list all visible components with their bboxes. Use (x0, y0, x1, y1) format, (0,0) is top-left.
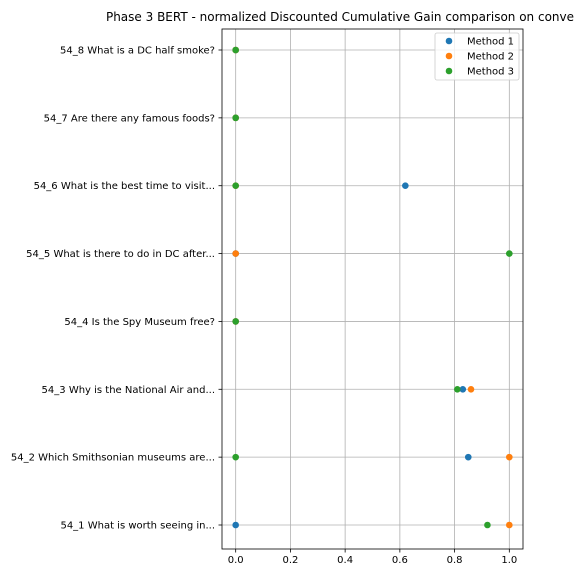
x-tick-label: 0.0 (228, 555, 244, 566)
chart-title: Phase 3 BERT - normalized Discounted Cum… (106, 10, 574, 24)
y-tick-label: 54_4 Is the Spy Museum free? (64, 317, 215, 328)
x-tick-label: 0.6 (392, 555, 408, 566)
data-point (232, 453, 239, 461)
axes-frame (221, 28, 524, 550)
x-tick-label: 0.8 (447, 555, 463, 566)
data-point (467, 385, 475, 393)
y-tick-label: 54_6 What is the best time to visit... (34, 181, 215, 192)
data-point (506, 250, 513, 257)
data-point (402, 182, 409, 190)
data-point (464, 453, 472, 461)
data-point (459, 385, 467, 393)
data-point (454, 385, 461, 393)
data-point (232, 250, 239, 257)
legend-marker (445, 37, 453, 45)
data-point (232, 182, 239, 190)
plot-area: 0.0 0.2 0.4 0.6 0.8 1.0 54_1 What is worth see… (11, 28, 524, 566)
legend-label: Method 1 (467, 37, 514, 48)
legend-label: Method 3 (467, 67, 514, 78)
x-tick-label: 0.2 (282, 555, 298, 566)
legend-box (434, 32, 520, 81)
data-point (232, 46, 239, 54)
data-point (232, 318, 239, 325)
legend: Method 1 Method 2 Method 3 (434, 32, 520, 81)
y-tick-label: 54_5 What is there to do in DC after... (26, 249, 215, 260)
y-tick-label: 54_1 What is worth seeing in... (60, 521, 215, 532)
data-point (506, 453, 513, 461)
y-tick-label: 54_2 Which Smithsonian museums are... (11, 453, 215, 464)
x-tick-label: 0.4 (337, 555, 353, 566)
legend-marker (445, 67, 453, 75)
data-point (506, 521, 513, 529)
legend-marker (445, 52, 453, 60)
data-point (232, 114, 239, 122)
legend-label: Method 2 (467, 52, 514, 63)
y-tick-label: 54_7 Are there any famous foods? (44, 113, 215, 124)
x-tick-label: 1.0 (501, 555, 517, 566)
data-point (484, 521, 491, 529)
y-tick-label: 54_3 Why is the National Air and... (42, 385, 215, 396)
data-point (232, 521, 239, 529)
y-tick-label: 54_8 What is a DC half smoke? (60, 46, 215, 57)
